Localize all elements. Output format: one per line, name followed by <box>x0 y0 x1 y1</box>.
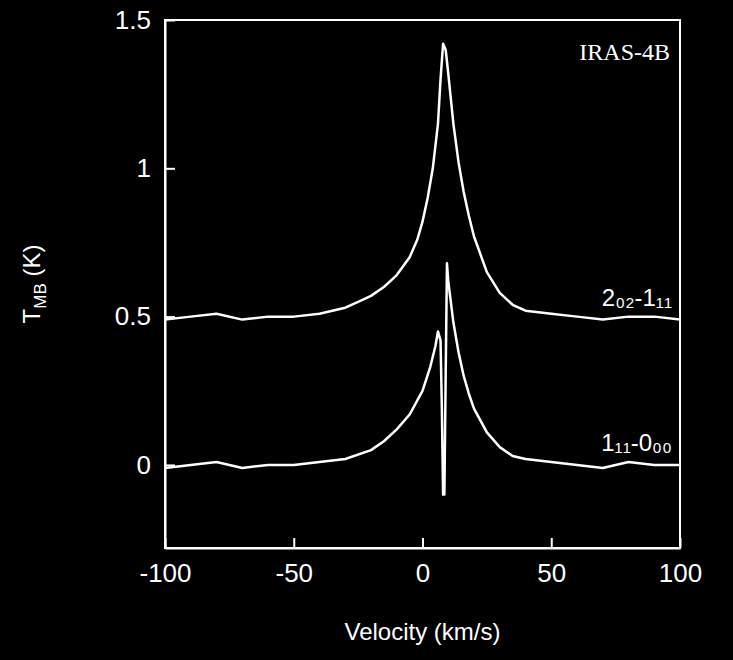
y-axis-title: TMB (K) <box>18 245 50 324</box>
y-tick-mark <box>165 168 175 170</box>
series-label: 2₀₂-1₁₁ <box>602 284 672 311</box>
y-tick-label: 0 <box>137 450 151 480</box>
spectrum-line <box>165 263 680 494</box>
x-tick: 50 <box>537 538 566 588</box>
x-tick-label: 100 <box>659 558 702 588</box>
y-tick: 1.5 <box>115 5 175 35</box>
x-tick-mark <box>680 538 682 548</box>
y-tick: 0 <box>137 450 175 480</box>
series-label: 1₁₁-0₀₀ <box>601 429 672 456</box>
x-tick: 100 <box>659 538 702 588</box>
x-axis-title: Velocity (km/s) <box>344 618 500 645</box>
chart-title: IRAS-4B <box>579 39 670 65</box>
y-tick-label: 1.5 <box>115 5 151 35</box>
x-tick: 0 <box>416 538 430 588</box>
y-axis-line <box>165 21 167 549</box>
x-tick-label: -50 <box>275 558 313 588</box>
spectrum-line <box>165 44 680 320</box>
y-tick-label: 0.5 <box>115 301 151 331</box>
x-tick: -50 <box>275 538 313 588</box>
y-tick: 0.5 <box>115 301 175 331</box>
x-tick-label: 50 <box>537 558 566 588</box>
y-tick: 1 <box>137 153 175 183</box>
y-tick-mark <box>165 20 175 22</box>
x-tick-mark <box>422 538 424 548</box>
x-tick-label: 0 <box>416 558 430 588</box>
x-tick-mark <box>551 538 553 548</box>
plot-frame <box>165 20 680 548</box>
x-tick-label: -100 <box>139 558 191 588</box>
x-tick-mark <box>293 538 295 548</box>
lines <box>165 44 680 495</box>
chart: -100 -50 0 50 100 0 0.5 1 1.5 2₀₂-1₁₁ 1₁₁-0₀₀ IRAS-… <box>0 0 733 660</box>
x-axis: -100 -50 0 50 100 <box>139 538 702 588</box>
y-tick-label: 1 <box>137 153 151 183</box>
